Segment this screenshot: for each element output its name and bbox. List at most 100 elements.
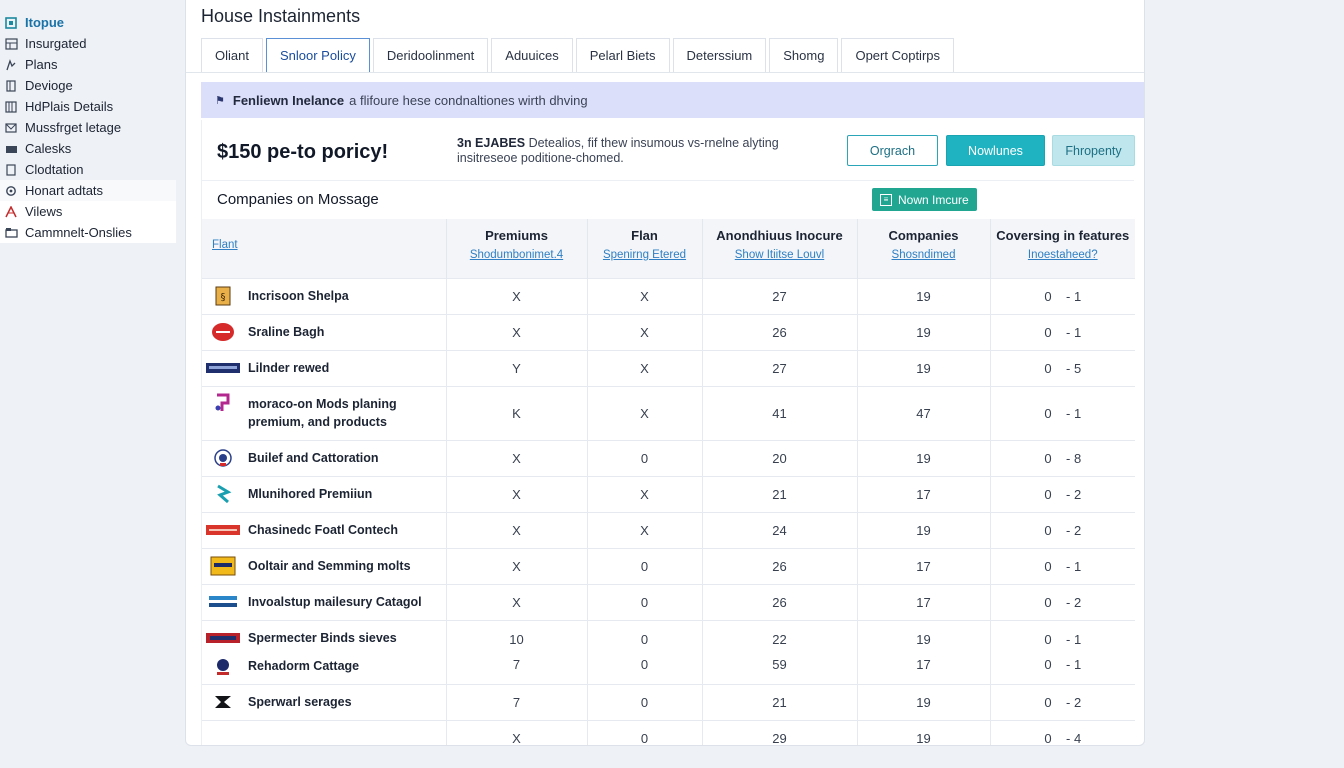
range-value: 0 - 1 xyxy=(1044,632,1081,647)
banner-text: a flifoure hese condnaltiones wirth dhvi… xyxy=(349,92,588,108)
tab-deridoolinment[interactable]: Deridoolinment xyxy=(372,38,489,72)
sidebar-item-cammnelt-onslies[interactable]: Cammnelt-Onslies xyxy=(0,222,176,243)
range-end: - 1 xyxy=(1066,288,1082,304)
section-divider xyxy=(202,180,1134,181)
col-sort-link[interactable]: Inoestaheed? xyxy=(1027,249,1098,261)
sidebar-item-message[interactable]: Mussfrget letage xyxy=(0,117,176,138)
sidebar-item-hdplais-details[interactable]: HdPlais Details xyxy=(0,96,176,117)
companies-cell: 19 xyxy=(856,511,990,548)
table-header-row: Flant Premiums Shodumbonimet.4 Flan Spen… xyxy=(202,219,1135,278)
sidebar-item-label: Cammnelt-Onslies xyxy=(25,225,132,240)
tab-deterssium[interactable]: Deterssium xyxy=(672,38,767,72)
companies-value: 17 xyxy=(916,657,931,672)
annual-cell: 22 59 xyxy=(701,619,857,684)
company-name: Sraline Bagh xyxy=(248,325,325,339)
table-row[interactable]: Chasinedc Foatl Contech X X 24 19 0 - 2 xyxy=(202,511,1135,548)
page-title: House Instainments xyxy=(201,6,361,26)
company-cell: Lilnder rewed xyxy=(202,349,446,386)
companies-cell: 47 xyxy=(856,385,990,440)
table-row[interactable]: Lilnder rewed Y X 27 19 0 - 5 xyxy=(202,349,1135,386)
sidebar-item-calesks[interactable]: Calesks xyxy=(0,138,176,159)
sidebar-item-label: Calesks xyxy=(25,141,72,156)
premium-cell: X xyxy=(445,475,587,512)
range-value: 0 - 1 xyxy=(1044,657,1081,672)
annual-cell: 21 xyxy=(701,475,857,512)
tab-bar: Oliant Snloor Policy Deridoolinment Aduu… xyxy=(201,38,957,72)
table-row[interactable]: Sraline Bagh X X 26 19 0 - 1 xyxy=(202,313,1135,350)
range-start: 0 xyxy=(1044,694,1052,710)
range-end: - 1 xyxy=(1066,405,1082,421)
navy-bar-logo-icon xyxy=(206,358,240,378)
range-cell: 0 - 2 xyxy=(989,475,1135,512)
range-end: - 2 xyxy=(1066,522,1082,538)
range-cell: 0 - 5 xyxy=(989,349,1135,386)
companies-value: 19 xyxy=(916,632,931,647)
annual-cell: 24 xyxy=(701,511,857,548)
sidebar-item-plans[interactable]: Plans xyxy=(0,54,176,75)
col-sort-link[interactable]: Show Itiitse Louvl xyxy=(734,249,825,261)
magenta-logo-icon xyxy=(206,393,240,413)
range-cell: 0 - 1 xyxy=(989,385,1135,440)
sidebar-item-home[interactable]: Itopue xyxy=(0,12,176,33)
plan-cell: X xyxy=(586,349,702,386)
premium-cell: X xyxy=(445,583,587,620)
company-cell: Mlunihored Premiiun xyxy=(202,475,446,512)
svg-text:§: § xyxy=(221,292,226,303)
table-row[interactable]: moraco-on Mods planing premium, and prod… xyxy=(202,385,1135,440)
table-row[interactable]: Mlunihored Premiiun X X 21 17 0 - 2 xyxy=(202,475,1135,512)
col-sort-link[interactable]: Shosndimed xyxy=(891,249,956,261)
range-start: 0 xyxy=(1044,405,1052,421)
premium-cell: K xyxy=(445,385,587,440)
annual-cell: 29 xyxy=(701,719,857,745)
company-name: Sperwarl serages xyxy=(248,695,352,709)
annual-cell: 20 xyxy=(701,439,857,476)
table-row[interactable]: Spermecter Binds sieves Rehadorm Cattage… xyxy=(202,619,1135,684)
nowlunes-button[interactable]: Nowlunes xyxy=(946,135,1045,166)
plan-cell: 0 xyxy=(586,439,702,476)
tab-oliant[interactable]: Oliant xyxy=(201,38,263,72)
orgrach-button[interactable]: Orgrach xyxy=(847,135,938,166)
red-oval-logo-icon xyxy=(206,322,240,342)
summary-description: 3n EJABES Detealios, fif thew insumous v… xyxy=(457,136,787,166)
col-sort-link[interactable]: Shodumbonimet.4 xyxy=(469,249,564,261)
company-cell: Ooltair and Semming molts xyxy=(202,547,446,584)
plan-cell: 0 xyxy=(586,683,702,720)
col-header-annual: Anondhiuus Inocure Show Itiitse Louvl xyxy=(701,219,857,278)
company-cell: Builef and Cattoration xyxy=(202,439,446,476)
table-row[interactable]: Builef and Cattoration X 0 20 19 0 - 8 xyxy=(202,439,1135,476)
plan-cell: X xyxy=(586,313,702,350)
plan-value: 0 xyxy=(640,657,649,672)
sidebar-item-clodtation[interactable]: Clodtation xyxy=(0,159,176,180)
sidebar-item-devioge[interactable]: Devioge xyxy=(0,75,176,96)
table-row[interactable]: X 0 29 19 0 - 4 xyxy=(202,719,1135,746)
table-row[interactable]: Ooltair and Semming molts X 0 26 17 0 - … xyxy=(202,547,1135,584)
tab-opert-coptirps[interactable]: Opert Coptirps xyxy=(841,38,955,72)
content-card: $150 pe-to poricy! 3n EJABES Detealios, … xyxy=(201,120,1135,746)
blue-text-logo-icon xyxy=(206,592,240,612)
tab-shomg[interactable]: Shomg xyxy=(769,38,839,72)
table-row[interactable]: § Incrisoon Shelpa X X 27 19 0 - 1 xyxy=(202,277,1135,314)
table-row[interactable]: Invoalstup mailesury Catagol X 0 26 17 0… xyxy=(202,583,1135,620)
col-sort-link[interactable]: Flant xyxy=(212,239,238,251)
company-name: Rehadorm Cattage xyxy=(248,659,360,673)
range-cell: 0 - 2 xyxy=(989,511,1135,548)
table-row[interactable]: Sperwarl serages 7 0 21 19 0 - 2 xyxy=(202,683,1135,720)
tab-snloor-policy[interactable]: Snloor Policy xyxy=(265,38,370,72)
tab-aduuices[interactable]: Aduuices xyxy=(491,38,573,72)
new-incure-button[interactable]: ≡ Nown Imcure xyxy=(872,188,977,211)
sidebar-item-honart-adtats[interactable]: Honart adtats xyxy=(0,180,176,201)
sidebar-item-vilews[interactable]: Vilews xyxy=(0,201,176,222)
round-seal-logo-icon xyxy=(206,448,240,468)
col-sort-link[interactable]: Spenirng Etered xyxy=(602,249,687,261)
black-emblem-logo-icon xyxy=(206,692,240,712)
tab-divider xyxy=(186,72,1144,73)
sidebar-item-insurgated[interactable]: Insurgated xyxy=(0,33,176,54)
companies-table: Flant Premiums Shodumbonimet.4 Flan Spen… xyxy=(202,219,1135,746)
fhropenty-button[interactable]: Fhropenty xyxy=(1052,135,1135,166)
company-cell: Spermecter Binds sieves Rehadorm Cattage xyxy=(202,619,446,684)
tab-pelarl-biets[interactable]: Pelarl Biets xyxy=(575,38,670,72)
premium-cell: X xyxy=(445,277,587,314)
details-icon xyxy=(4,100,18,114)
document-icon: ≡ xyxy=(880,193,892,206)
range-start: 0 xyxy=(1044,730,1052,746)
